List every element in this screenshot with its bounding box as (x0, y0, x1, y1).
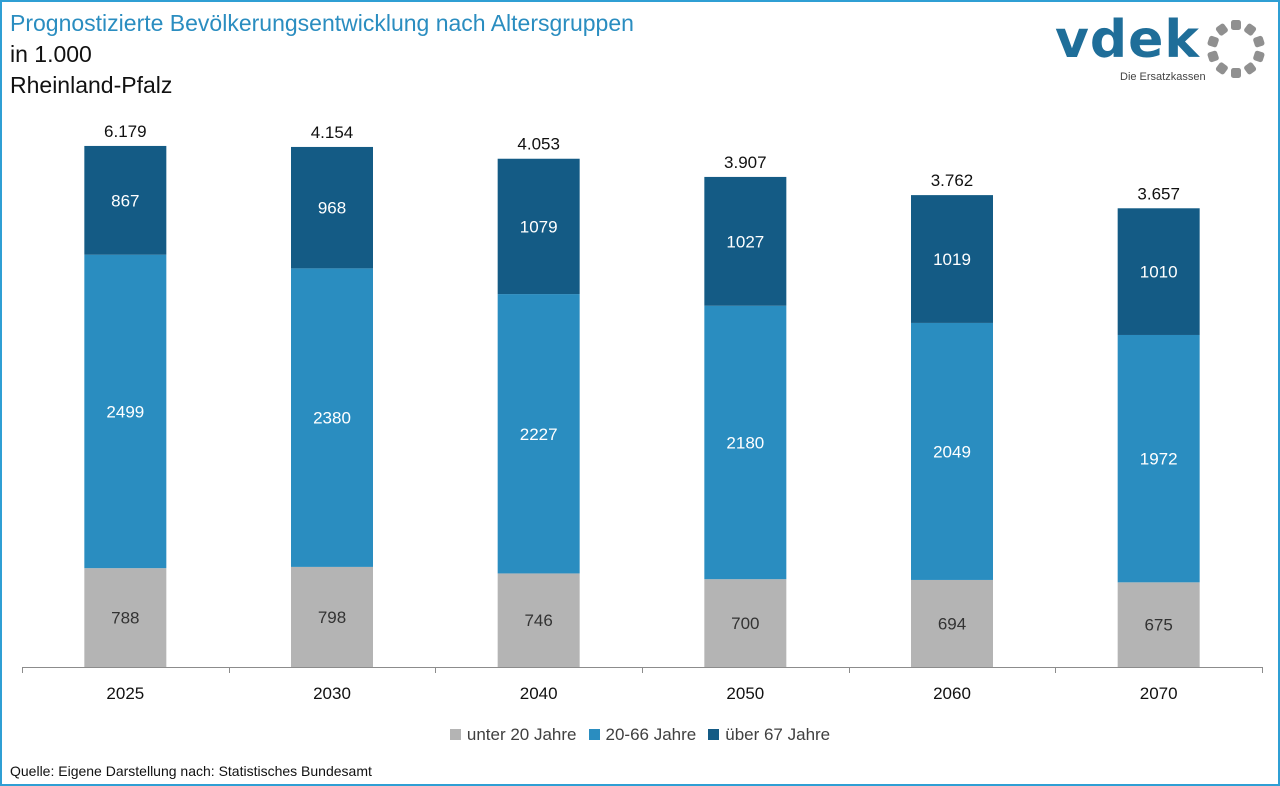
bar-value-label: 798 (318, 608, 346, 627)
bar-segment (291, 268, 373, 567)
logo-ring-dot (1244, 62, 1257, 75)
x-tick-label: 2070 (1140, 684, 1178, 703)
bar-value-label: 867 (111, 191, 139, 210)
x-tick-label: 2060 (933, 684, 971, 703)
chart-title: Prognostizierte Bevölkerungsentwicklung … (10, 10, 634, 36)
logo-ring-dot (1207, 35, 1219, 48)
logo-tagline: Die Ersatzkassen (1120, 71, 1206, 83)
bar-value-label: 788 (111, 609, 139, 628)
vdek-logo: vdek Die Ersatzkassen (1055, 10, 1271, 88)
bar-value-label: 1019 (933, 250, 971, 269)
bar-value-label: 2180 (726, 433, 764, 452)
bar-segment (497, 158, 580, 295)
bar-value-label: 2049 (933, 442, 971, 461)
bar-value-label: 1027 (726, 232, 764, 251)
bar-total-label: 3.657 (1137, 184, 1180, 203)
logo-ring-dot (1253, 35, 1265, 48)
chart-region: Rheinland-Pfalz (10, 72, 173, 98)
logo-ring-icon (1207, 20, 1265, 78)
chart-unit: in 1.000 (10, 41, 92, 67)
chart-legend: unter 20 Jahre 20-66 Jahre über 67 Jahre (0, 725, 1280, 745)
legend-label: über 67 Jahre (725, 725, 831, 744)
bar-total-label: 4.053 (517, 135, 560, 154)
x-tick-label: 2040 (520, 684, 558, 703)
bar-segment (497, 294, 580, 574)
bar-value-label: 2499 (106, 402, 144, 421)
bar-value-label: 1972 (1140, 450, 1178, 469)
legend-label: 20-66 Jahre (605, 725, 697, 744)
logo-ring-dot (1207, 50, 1219, 63)
source-note: Quelle: Eigene Darstellung nach: Statist… (10, 763, 372, 779)
bar-total-label: 3.762 (931, 171, 974, 190)
bar-value-label: 675 (1144, 616, 1172, 635)
bar-value-label: 2227 (520, 425, 558, 444)
bar-segment (911, 579, 993, 667)
legend-item: über 67 Jahre (708, 725, 830, 745)
legend-swatch (449, 729, 461, 740)
bar-segment (1117, 582, 1200, 667)
logo-ring-dot (1231, 20, 1241, 30)
logo-ring-dot (1253, 50, 1265, 63)
x-tick-label: 2025 (106, 684, 144, 703)
logo-ring-dot (1231, 68, 1241, 78)
bar-value-label: 968 (318, 199, 346, 218)
bar-segment (911, 322, 993, 580)
bar-segment (291, 566, 373, 667)
bar-total-label: 3.907 (724, 153, 767, 172)
bar-segment (911, 195, 993, 323)
bar-segment (84, 145, 167, 255)
bar-value-label: 746 (524, 611, 552, 630)
x-tick-label: 2050 (726, 684, 764, 703)
legend-label: unter 20 Jahre (466, 725, 577, 744)
bar-segment (1117, 334, 1200, 583)
bar-segment (291, 146, 373, 269)
legend-item: unter 20 Jahre (449, 725, 577, 745)
bar-segment (497, 573, 580, 667)
bar-value-label: 1010 (1140, 263, 1178, 282)
bar-segment (704, 305, 787, 580)
bar-segment (84, 568, 167, 667)
bar-total-label: 4.154 (311, 123, 354, 142)
bar-value-label: 694 (938, 614, 966, 633)
bar-value-label: 1079 (520, 217, 558, 236)
bar-segment (704, 579, 787, 667)
legend-swatch (708, 729, 720, 740)
bar-segment (704, 176, 787, 306)
bar-total-label: 6.179 (104, 122, 147, 141)
x-tick-label: 2030 (313, 684, 351, 703)
bar-value-label: 2380 (313, 409, 351, 428)
logo-ring-dot (1215, 23, 1228, 36)
bar-value-label: 700 (731, 614, 759, 633)
bar-segment (84, 254, 167, 569)
logo-ring-dot (1244, 23, 1257, 36)
logo-wordmark: vdek (1055, 10, 1200, 70)
legend-item: 20-66 Jahre (588, 725, 697, 745)
logo-ring-dot (1215, 62, 1228, 75)
bar-segment (1117, 208, 1200, 335)
legend-swatch (588, 729, 600, 740)
